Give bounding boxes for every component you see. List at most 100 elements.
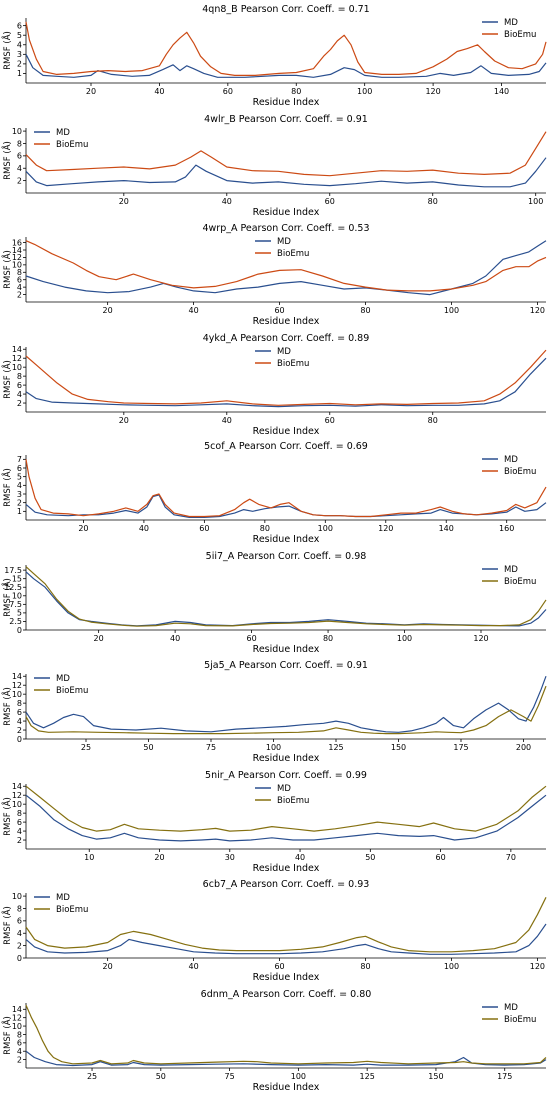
y-axis-label: RMSF (Å) <box>1 360 13 399</box>
x-tick-label: 40 <box>139 524 149 533</box>
y-tick-label: 1 <box>17 507 22 516</box>
y-tick-label: 10 <box>12 892 22 901</box>
x-tick-label: 20 <box>119 416 129 425</box>
x-tick-label: 80 <box>260 524 270 533</box>
y-tick-label: 10 <box>12 363 22 372</box>
y-tick-label: 8 <box>17 372 22 381</box>
x-tick-label: 60 <box>223 87 233 96</box>
legend-label: MD <box>56 893 70 903</box>
x-tick-label: 40 <box>154 87 164 96</box>
x-tick-label: 80 <box>360 306 370 315</box>
legend-label: BioEmu <box>504 30 536 40</box>
bioemu-series-line <box>25 240 547 292</box>
x-tick-label: 25 <box>81 743 91 752</box>
x-tick-label: 80 <box>360 962 370 971</box>
chart-panel: 4ykd_A Pearson Corr. Coeff. = 0.89 20 40 60… <box>1 333 547 437</box>
chart-title: 4wlr_B Pearson Corr. Coeff. = 0.91 <box>204 114 368 125</box>
y-tick-label: 4 <box>17 481 22 490</box>
x-tick-label: 140 <box>439 524 454 533</box>
y-tick-label: 3 <box>17 50 22 59</box>
y-axis-label: RMSF (Å) <box>1 468 13 507</box>
y-tick-label: 2 <box>17 941 22 950</box>
x-tick-label: 25 <box>87 1072 97 1081</box>
y-tick-label: 2 <box>17 60 22 69</box>
y-axis-label: RMSF (Å) <box>1 31 13 70</box>
chart-panel: 5ii7_A Pearson Corr. Coeff. = 0.98 20 40 60… <box>1 551 547 655</box>
x-tick-label: 40 <box>222 416 232 425</box>
x-tick-label: 80 <box>291 87 301 96</box>
y-axis-label: RMSF (Å) <box>1 797 13 836</box>
x-axis-label: Residue Index <box>253 207 320 218</box>
y-tick-label: 0 <box>17 954 22 963</box>
x-tick-label: 80 <box>428 416 438 425</box>
y-tick-label: 1 <box>17 69 22 78</box>
legend-label: MD <box>277 237 291 247</box>
y-tick-label: 14 <box>12 782 22 791</box>
x-tick-label: 20 <box>86 87 96 96</box>
bioemu-series-line <box>25 685 547 735</box>
y-tick-label: 0 <box>17 735 22 744</box>
y-tick-label: 5 <box>17 31 22 40</box>
x-tick-label: 70 <box>506 853 516 862</box>
y-tick-label: 8 <box>17 809 22 818</box>
y-tick-label: 4 <box>17 164 22 173</box>
x-tick-label: 50 <box>143 743 153 752</box>
chart-panel: 5ja5_A Pearson Corr. Coeff. = 0.91 25 50 75… <box>1 660 547 764</box>
x-axis-label: Residue Index <box>253 316 320 327</box>
y-tick-label: 14 <box>12 345 22 354</box>
x-tick-label: 100 <box>291 1072 306 1081</box>
x-tick-label: 100 <box>528 197 543 206</box>
x-tick-label: 60 <box>199 524 209 533</box>
x-tick-label: 100 <box>318 524 333 533</box>
y-tick-label: 8 <box>17 699 22 708</box>
chart-title: 4ykd_A Pearson Corr. Coeff. = 0.89 <box>203 333 370 344</box>
x-tick-label: 60 <box>325 416 335 425</box>
x-tick-label: 75 <box>206 743 216 752</box>
y-tick-label: 4 <box>17 41 22 50</box>
y-tick-label: 2 <box>17 498 22 507</box>
y-tick-label: 10 <box>12 800 22 809</box>
chart-panel: 4qn8_B Pearson Corr. Coeff. = 0.71 20 40 60… <box>1 4 547 108</box>
x-tick-label: 120 <box>530 962 545 971</box>
x-axis-label: Residue Index <box>253 1082 320 1093</box>
y-tick-label: 12 <box>12 354 22 363</box>
x-tick-label: 10 <box>84 853 94 862</box>
bioemu-series-line <box>25 349 547 406</box>
y-tick-label: 2 <box>17 726 22 735</box>
y-tick-label: 12 <box>12 681 22 690</box>
y-axis-label: RMSF (Å) <box>1 687 13 726</box>
md-series-line <box>25 794 547 842</box>
x-tick-label: 160 <box>499 524 514 533</box>
y-tick-label: 8 <box>17 268 22 277</box>
legend-label: BioEmu <box>504 467 536 477</box>
chart-title: 5ii7_A Pearson Corr. Coeff. = 0.98 <box>206 551 367 562</box>
y-tick-label: 10 <box>12 1022 22 1031</box>
bioemu-series-line <box>25 21 547 77</box>
y-tick-label: 4 <box>17 390 22 399</box>
y-tick-label: 6 <box>17 708 22 717</box>
legend-label: MD <box>504 565 518 575</box>
y-tick-label: 2 <box>17 290 22 299</box>
y-tick-label: 6 <box>17 381 22 390</box>
x-tick-label: 60 <box>274 962 284 971</box>
x-tick-label: 120 <box>378 524 393 533</box>
y-tick-label: 10 <box>12 261 22 270</box>
legend-label: MD <box>277 784 291 794</box>
y-tick-label: 6 <box>17 21 22 30</box>
x-axis-label: Residue Index <box>253 97 320 108</box>
y-axis-label: RMSF (Å) <box>1 141 13 180</box>
y-axis-label: RMSF (Å) <box>1 1016 13 1055</box>
y-tick-label: 2 <box>17 176 22 185</box>
x-tick-label: 140 <box>494 87 509 96</box>
legend-label: MD <box>504 18 518 28</box>
legend-label: BioEmu <box>277 359 309 369</box>
x-tick-label: 40 <box>295 853 305 862</box>
x-tick-label: 100 <box>444 306 459 315</box>
x-tick-label: 125 <box>328 743 343 752</box>
md-series-line <box>25 571 547 627</box>
chart-panel: 5cof_A Pearson Corr. Coeff. = 0.69 20 40 60… <box>1 441 547 545</box>
y-tick-label: 5 <box>17 609 22 618</box>
y-tick-label: 17.5 <box>4 566 22 575</box>
x-tick-label: 60 <box>436 853 446 862</box>
